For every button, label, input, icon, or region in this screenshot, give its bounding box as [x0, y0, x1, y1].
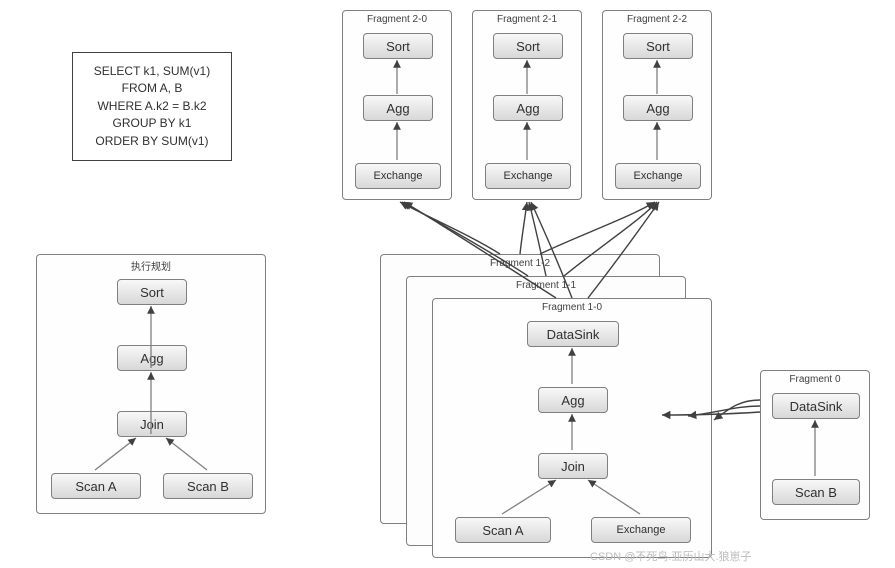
fragment-title: Fragment 2-1 — [473, 14, 581, 25]
sql-query-box: SELECT k1, SUM(v1) FROM A, B WHERE A.k2 … — [72, 52, 232, 161]
fragment-2-2: Fragment 2-2 Sort Agg Exchange — [602, 10, 712, 200]
exchange-node: Exchange — [615, 163, 701, 189]
plan-scan-b-node: Scan B — [163, 473, 253, 499]
execution-plan-box: 执行规划 Sort Agg Join Scan A Scan B — [36, 254, 266, 514]
agg-node: Agg — [538, 387, 608, 413]
sql-line: SELECT k1, SUM(v1) — [87, 63, 217, 80]
fragment-2-0: Fragment 2-0 Sort Agg Exchange — [342, 10, 452, 200]
fragment-2-1: Fragment 2-1 Sort Agg Exchange — [472, 10, 582, 200]
fragment-title: Fragment 1-0 — [433, 302, 711, 313]
datasink-node: DataSink — [527, 321, 619, 347]
exchange-node: Exchange — [355, 163, 441, 189]
datasink-node: DataSink — [772, 393, 860, 419]
plan-title: 执行规划 — [37, 258, 265, 273]
fragment-1-0: Fragment 1-0 DataSink Agg Join Scan A Ex… — [432, 298, 712, 558]
sql-line: WHERE A.k2 = B.k2 — [87, 98, 217, 115]
agg-node: Agg — [623, 95, 693, 121]
plan-sort-node: Sort — [117, 279, 187, 305]
agg-node: Agg — [363, 95, 433, 121]
fragment-title: Fragment 2-2 — [603, 14, 711, 25]
join-node: Join — [538, 453, 608, 479]
agg-node: Agg — [493, 95, 563, 121]
fragment-title: Fragment 1-1 — [407, 280, 685, 291]
fragment-0: Fragment 0 DataSink Scan B — [760, 370, 870, 520]
fragment-title: Fragment 0 — [761, 374, 869, 385]
fragment-title: Fragment 2-0 — [343, 14, 451, 25]
sort-node: Sort — [623, 33, 693, 59]
fragment-title: Fragment 1-2 — [381, 258, 659, 269]
sort-node: Sort — [363, 33, 433, 59]
plan-agg-node: Agg — [117, 345, 187, 371]
sql-line: GROUP BY k1 — [87, 115, 217, 132]
scan-a-node: Scan A — [455, 517, 551, 543]
sort-node: Sort — [493, 33, 563, 59]
plan-scan-a-node: Scan A — [51, 473, 141, 499]
watermark-text: CSDN @不死鸟.亚历山大.狼崽子 — [590, 548, 752, 564]
sql-line: FROM A, B — [87, 80, 217, 97]
sql-line: ORDER BY SUM(v1) — [87, 133, 217, 150]
plan-join-node: Join — [117, 411, 187, 437]
scan-b-node: Scan B — [772, 479, 860, 505]
exchange-node: Exchange — [591, 517, 691, 543]
exchange-node: Exchange — [485, 163, 571, 189]
